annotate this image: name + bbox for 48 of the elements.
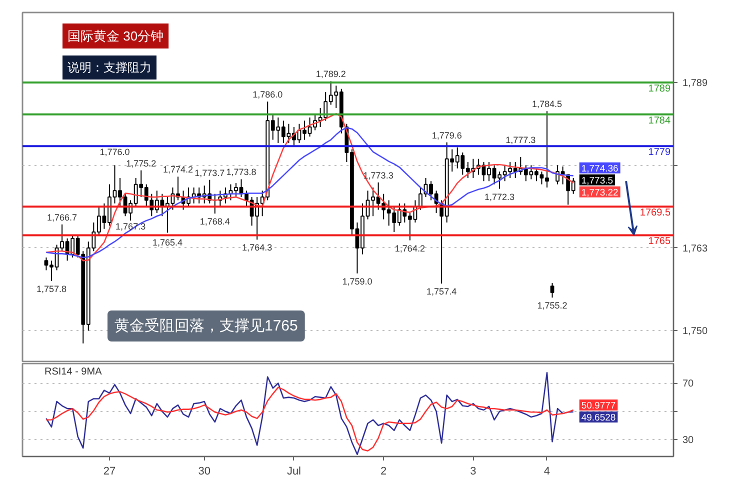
annotation: 1,777.3: [506, 134, 536, 145]
x-tick-label: 27: [103, 466, 116, 478]
annotation: 黄金受阻回落，支撑见1765: [114, 318, 298, 334]
annotation: 1,764.3: [242, 242, 272, 253]
text: 国际黄金 30分钟: [68, 28, 164, 44]
data-label: 50.9777: [581, 400, 616, 412]
annotation: 1,755.2: [537, 300, 568, 311]
line-series: [46, 386, 574, 452]
annotation: 1,776.0: [100, 147, 130, 158]
annotation: 1,773.8: [226, 167, 256, 178]
y-tick-label: 1,750: [682, 326, 708, 338]
annotation: 1,786.0: [252, 90, 283, 100]
chart-title: RSI14 - 9MA: [44, 366, 102, 378]
annotation: 1,768.4: [200, 216, 230, 227]
annotation: 1,775.2: [126, 158, 156, 168]
annotation: 1,757.4: [426, 286, 457, 297]
annotation: 1,764.2: [394, 243, 425, 254]
annotation: 1,773.7: [194, 168, 225, 178]
annotation: 1,773.3: [363, 170, 394, 180]
x-tick-label: 2: [380, 466, 387, 478]
annotation: 1,774.2: [162, 164, 194, 175]
x-tick-label: 4: [544, 466, 550, 478]
annotation: 1,765.4: [152, 238, 182, 248]
y-tick-label: 1,763: [682, 243, 708, 254]
ref-line-label: 1769.5: [640, 208, 671, 219]
x-tick-label: 3: [470, 466, 476, 478]
y-tick-label: 30: [682, 435, 694, 446]
candlestick: [550, 282, 554, 298]
y-tick-label: 70: [682, 378, 694, 390]
annotation: 1,766.7: [47, 212, 78, 222]
x-tick-label: 30: [198, 466, 210, 478]
annotation: 1,784.5: [532, 99, 562, 110]
ref-line-label: 1784: [648, 115, 671, 126]
data-label: 49.6528: [581, 412, 616, 424]
y-tick-label: 1,789: [682, 78, 708, 89]
ref-line-label: 1779: [648, 147, 671, 158]
annotation: 1,759.0: [342, 276, 372, 286]
text: 1,773.5: [581, 175, 614, 186]
annotation: 1,757.8: [36, 284, 67, 294]
annotation: 1,779.6: [432, 130, 462, 140]
ref-line-label: 1789: [648, 84, 671, 94]
text: 说明：支撑阻力: [68, 60, 152, 74]
data-label: 1,774.36: [581, 163, 618, 174]
ref-line-label: 1765: [648, 236, 671, 248]
annotation: 1,772.3: [484, 192, 515, 202]
x-tick-label: Jul: [286, 466, 301, 478]
data-label: 1,773.22: [581, 187, 618, 198]
annotation: 1,789.2: [316, 69, 346, 80]
